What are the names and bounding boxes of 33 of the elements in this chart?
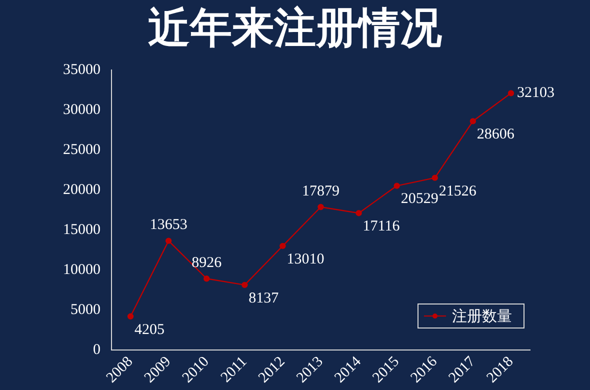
legend-label: 注册数量: [452, 308, 512, 325]
point: [127, 313, 134, 320]
point: [280, 242, 286, 250]
data-label: 8926: [192, 255, 222, 272]
point: [394, 182, 400, 189]
data-label: 28606: [476, 126, 515, 143]
point: [318, 204, 324, 210]
data-label: 17116: [362, 218, 400, 235]
data-label: 8137: [248, 290, 280, 306]
point: [356, 210, 362, 216]
y-tick-label: 25000: [63, 142, 100, 158]
x-tick-label: 2011: [218, 354, 250, 386]
data-label: 4205: [134, 322, 165, 338]
y-tick-label: 35000: [63, 62, 100, 78]
point: [470, 118, 476, 124]
y-tick-label: 30000: [63, 102, 100, 118]
data-label: 13653: [150, 217, 188, 234]
data-label: 32103: [516, 85, 554, 102]
data-label: 21526: [438, 183, 477, 200]
point: [432, 174, 438, 181]
data-label: 13010: [286, 251, 324, 268]
data-label: 17879: [302, 183, 340, 200]
y-tick-label: 15000: [63, 222, 100, 238]
data-label: 20529: [400, 191, 438, 208]
point: [508, 90, 514, 96]
y-tick-label: 5000: [70, 302, 100, 318]
chart-title: 近年来注册情况: [147, 4, 443, 54]
point: [165, 238, 172, 244]
y-tick-label: 0: [93, 342, 100, 358]
point: [242, 282, 248, 288]
point: [204, 276, 210, 282]
y-tick-label: 10000: [63, 262, 100, 278]
y-tick-label: 20000: [63, 182, 100, 198]
